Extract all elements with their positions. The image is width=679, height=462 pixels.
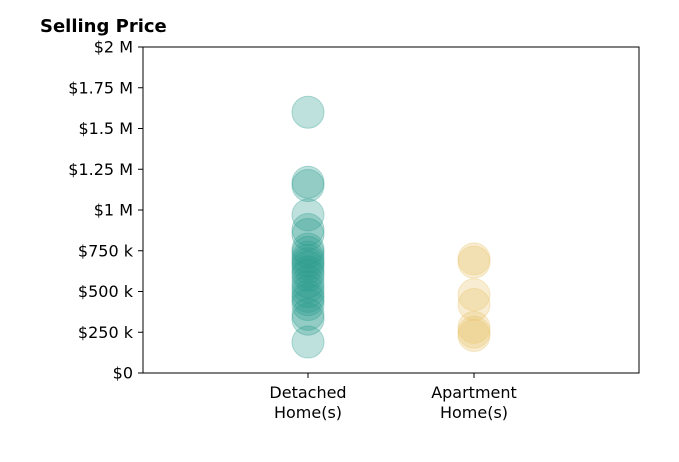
data-point <box>291 258 325 292</box>
data-point <box>291 217 325 251</box>
data-point <box>291 325 325 359</box>
data-point <box>291 169 325 203</box>
data-point <box>457 245 491 279</box>
y-tick-label: $1.75 M <box>68 78 133 97</box>
y-tick-label: $0 <box>113 364 133 383</box>
y-tick-label: $1.5 M <box>78 119 133 138</box>
data-point <box>291 244 325 278</box>
data-point <box>291 198 325 232</box>
data-point <box>291 213 325 247</box>
data-point <box>291 302 325 336</box>
y-tick-label: $750 k <box>78 241 134 260</box>
data-point <box>457 310 491 344</box>
plot-frame <box>142 46 640 374</box>
y-tick-label: $2 M <box>94 38 133 57</box>
data-point <box>457 319 491 353</box>
data-point <box>291 297 325 331</box>
x-tick-label: Apartment Home(s) <box>431 383 517 422</box>
data-point <box>291 240 325 274</box>
data-point <box>291 232 325 266</box>
x-tick-label: Detached Home(s) <box>269 383 346 422</box>
y-tick-label: $1 M <box>94 201 133 220</box>
data-point <box>291 247 325 281</box>
data-point <box>291 270 325 304</box>
y-tick-label: $500 k <box>78 282 134 301</box>
chart-title: Selling Price <box>40 16 167 37</box>
data-point <box>291 250 325 284</box>
data-point <box>457 288 491 322</box>
data-point <box>291 255 325 289</box>
data-point <box>457 278 491 312</box>
y-tick-label: $250 k <box>78 323 134 342</box>
data-point <box>291 288 325 322</box>
data-point <box>457 315 491 349</box>
data-point <box>291 283 325 317</box>
data-point <box>291 279 325 313</box>
y-tick-label: $1.25 M <box>68 160 133 179</box>
data-point <box>457 242 491 276</box>
data-point <box>291 275 325 308</box>
data-point <box>291 235 325 269</box>
data-point <box>291 165 325 199</box>
data-point <box>291 95 325 129</box>
data-point <box>291 265 325 299</box>
